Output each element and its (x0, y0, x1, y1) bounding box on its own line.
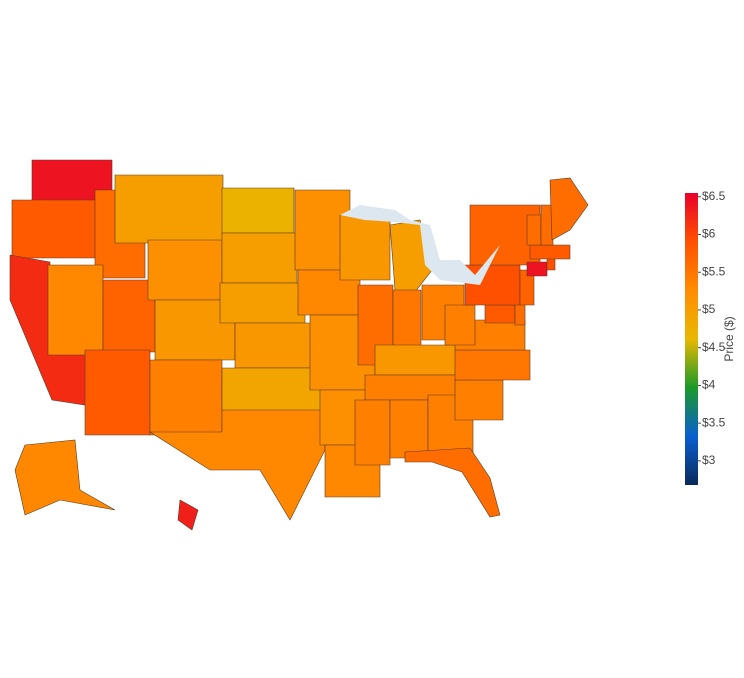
state (354, 399, 391, 466)
state (389, 399, 429, 459)
colorbar-tick-label: $3.5 (702, 415, 726, 429)
state (221, 367, 323, 411)
state (404, 447, 501, 518)
state (526, 214, 542, 246)
state (546, 257, 556, 271)
colorbar-tick-label: $5.5 (702, 264, 726, 278)
state (389, 219, 433, 293)
state (540, 204, 554, 246)
colorbar-tick-label: $6 (702, 227, 716, 241)
state (149, 359, 223, 436)
state (444, 304, 476, 346)
state (114, 174, 224, 244)
state (526, 261, 548, 277)
colorbar (685, 193, 698, 485)
state (102, 279, 156, 353)
great-lakes (340, 205, 500, 285)
state (84, 349, 151, 436)
state (464, 264, 521, 306)
state (47, 264, 104, 356)
state (11, 199, 98, 259)
states-layer (9, 159, 589, 531)
state (221, 232, 298, 284)
state (177, 499, 199, 531)
colorbar-title: Price ($) (722, 316, 736, 361)
colorbar-tick-label: $4.5 (702, 340, 726, 354)
state (234, 322, 321, 369)
colorbar-tick-label: $4 (702, 378, 716, 392)
state (14, 439, 116, 516)
state (549, 177, 589, 241)
state (454, 349, 531, 381)
state (339, 214, 391, 281)
colorbar-tick-label: $6.5 (702, 189, 726, 203)
state (374, 344, 466, 376)
state (392, 289, 422, 349)
colorbar-tick-label: $3 (702, 453, 716, 467)
colorbar-tick-label: $5 (702, 302, 716, 316)
state (529, 244, 571, 260)
state (147, 239, 223, 301)
state (454, 379, 504, 421)
state (219, 282, 306, 324)
state (484, 304, 516, 324)
state (221, 187, 295, 234)
